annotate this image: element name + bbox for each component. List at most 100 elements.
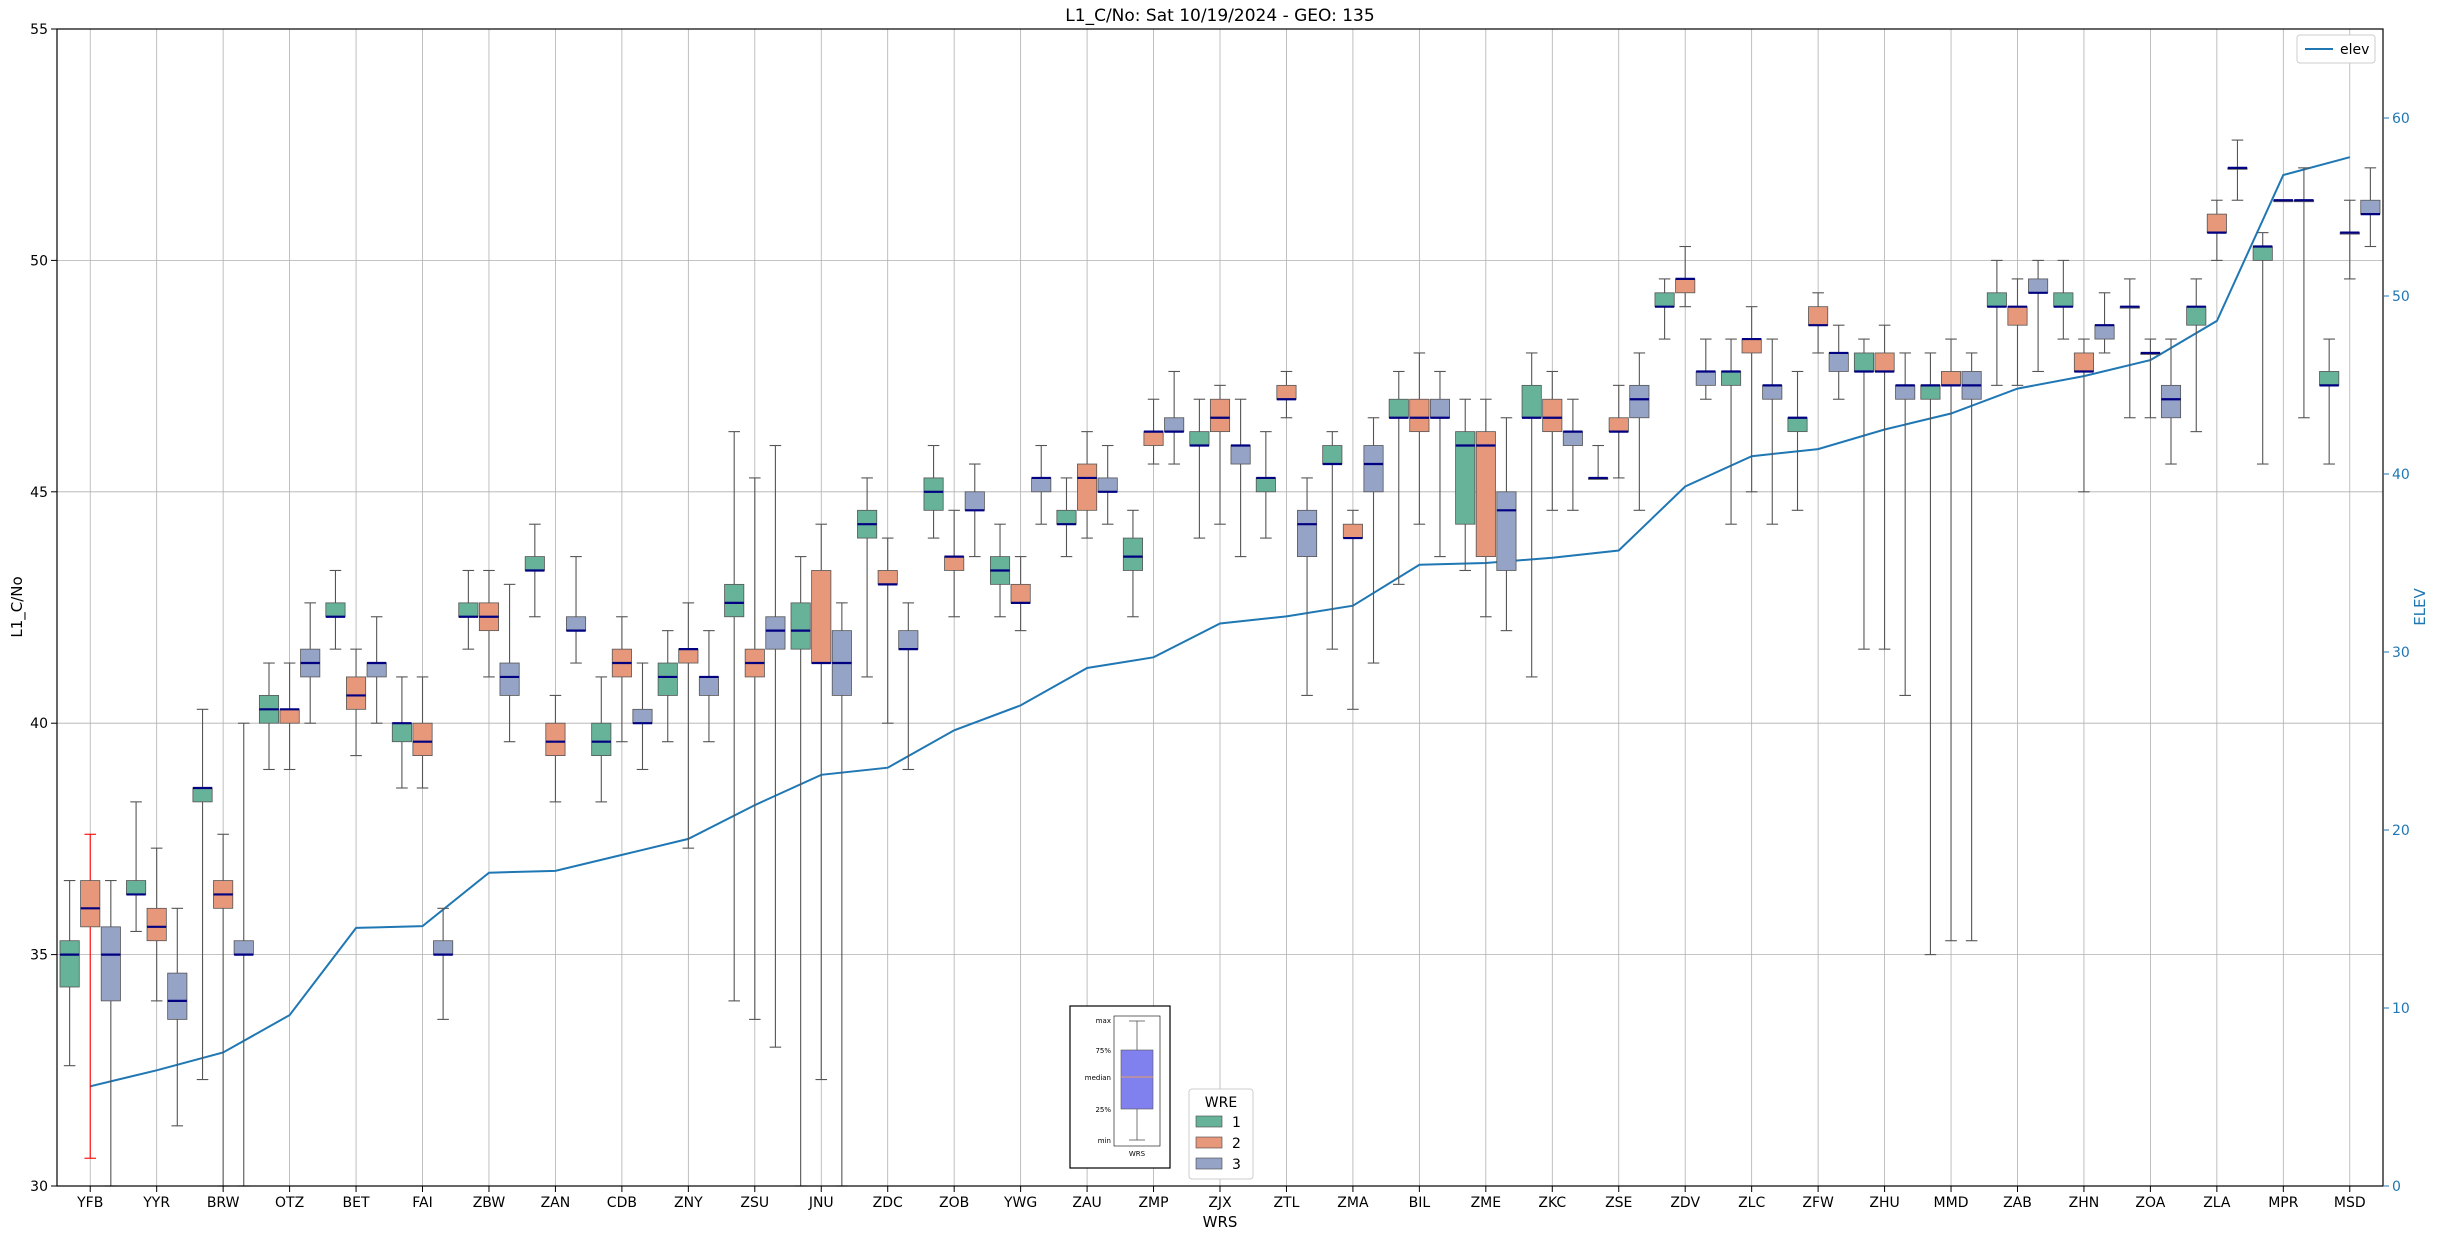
box-wre-1: [1189, 431, 1210, 446]
y2-axis-label: ELEV: [2411, 587, 2429, 625]
box-wre-3: [565, 616, 587, 632]
inset-label-min: min: [1098, 1137, 1111, 1145]
box-wre-2: [1010, 583, 1031, 604]
inset-xlabel: WRS: [1129, 1150, 1146, 1158]
elev-series-line: [89, 156, 2351, 1088]
y-tick-label: 30: [30, 1179, 48, 1195]
box-wre-2: [877, 570, 898, 585]
box-wre-3: [1828, 352, 1849, 372]
box-wre-2: [811, 570, 832, 664]
box-wre-1: [1122, 537, 1143, 571]
box-wre-2: [412, 722, 433, 756]
box-wre-2: [1409, 398, 1430, 433]
x-tick-label: MPR: [2268, 1195, 2299, 1211]
boxes-layer: [59, 139, 2381, 1187]
box-wre-1: [391, 722, 412, 743]
box-wre-2: [1808, 306, 1829, 326]
box-wre-1: [657, 662, 678, 696]
x-tick-label: BIL: [1409, 1195, 1431, 1211]
box-wre-1: [524, 556, 545, 571]
x-axis-ticks: YFB YYR BRW OTZ BET FAI ZBW ZAN CDB ZNY ZSU JNU ZDC Z…: [76, 1186, 2366, 1211]
box-wre-3: [233, 940, 254, 956]
x-tick-label: ZOA: [2135, 1195, 2165, 1211]
box-wre-1: [1455, 431, 1476, 525]
y-tick-label: 35: [30, 948, 48, 964]
box-wre-2: [1940, 371, 1962, 386]
box-wre-3: [1363, 445, 1384, 493]
x-tick-label: MSD: [2334, 1195, 2366, 1211]
x-tick-label: ZSE: [1605, 1195, 1632, 1211]
x-tick-label: ZAU: [1072, 1195, 1101, 1211]
y2-tick-label: 60: [2392, 111, 2410, 127]
wre-legend: WRE 1 2 3: [1188, 1088, 1254, 1180]
x-tick-label: ZNY: [674, 1195, 703, 1211]
x-tick-label: OTZ: [275, 1195, 304, 1211]
box-wre-3: [1496, 491, 1517, 571]
box-wre-2: [346, 676, 367, 710]
box-wre-1: [1986, 292, 2007, 308]
box-wre-3: [765, 616, 786, 650]
y2-tick-label: 50: [2392, 289, 2410, 305]
box-wre-1: [1787, 417, 1808, 433]
box-wre-3: [499, 662, 520, 696]
box-wre-1: [325, 602, 346, 618]
box-wre-2: [944, 556, 965, 571]
inset-box: [1120, 1049, 1154, 1110]
elev-line-layer: [89, 156, 2351, 1088]
x-tick-label: MMD: [1934, 1195, 1969, 1211]
x-tick-label: CDB: [607, 1195, 637, 1211]
box-wre-1: [1920, 384, 1941, 400]
box-wre-2: [1608, 417, 1629, 433]
x-tick-label: ZDC: [873, 1195, 903, 1211]
x-tick-label: ZSU: [740, 1195, 769, 1211]
box-wre-1: [458, 602, 479, 618]
box-wre-1: [1853, 352, 1875, 372]
x-tick-label: ZDV: [1670, 1195, 1700, 1211]
x-tick-label: ZMA: [1337, 1195, 1369, 1211]
box-wre-2: [2007, 306, 2028, 326]
box-wre-2: [1276, 384, 1297, 400]
box-wre-1: [2186, 306, 2207, 326]
x-tick-label: ZHU: [1869, 1195, 1899, 1211]
box-wre-3: [898, 630, 919, 650]
y-axis-ticks: 30 35 40 45 50 55: [30, 22, 57, 1195]
wre-legend-swatch-1: [1195, 1115, 1223, 1128]
box-wre-3: [100, 926, 121, 1002]
x-tick-label: ZMP: [1138, 1195, 1168, 1211]
box-wre-3: [366, 662, 387, 678]
box-wre-2: [1542, 398, 1563, 433]
box-wre-1: [1721, 371, 1742, 386]
box-wre-3: [964, 491, 985, 511]
box-wre-2: [545, 722, 566, 756]
wre-legend-title: WRE: [1205, 1095, 1237, 1111]
box-wre-1: [2053, 292, 2074, 308]
box-wre-1: [2319, 371, 2340, 386]
box-wre-3: [1562, 431, 1583, 446]
box-wre-3: [1429, 398, 1451, 419]
y-tick-label: 40: [30, 716, 48, 732]
inset-frame: [1069, 1005, 1171, 1169]
box-wre-3: [1230, 445, 1251, 465]
box-wre-2: [2073, 352, 2094, 372]
inset-axes: [1113, 1015, 1161, 1147]
box-wre-1: [1056, 509, 1077, 525]
box-wre-1: [923, 477, 944, 511]
box-wre-2: [1874, 352, 1895, 372]
x-tick-label: YYR: [142, 1195, 170, 1211]
box-wre-3: [1031, 477, 1052, 493]
inset-label-median: median: [1085, 1074, 1111, 1082]
box-wre-1: [1322, 445, 1343, 465]
x-tick-label: YFB: [76, 1195, 103, 1211]
box-wre-3: [1164, 417, 1185, 433]
wre-legend-swatch-2: [1195, 1136, 1223, 1149]
box-wre-1: [2252, 246, 2273, 261]
y-tick-label: 55: [30, 22, 48, 38]
wre-legend-label-1: 1: [1232, 1115, 1241, 1131]
wre-legend-label-3: 3: [1232, 1157, 1241, 1173]
boxplot-key-inset: max 75% median 25% min WRS: [1069, 1005, 1171, 1169]
box-wre-1: [1388, 398, 1409, 419]
y-tick-label: 45: [30, 485, 48, 501]
x-tick-label: ZLC: [1738, 1195, 1765, 1211]
wre-legend-swatch-3: [1195, 1157, 1223, 1170]
